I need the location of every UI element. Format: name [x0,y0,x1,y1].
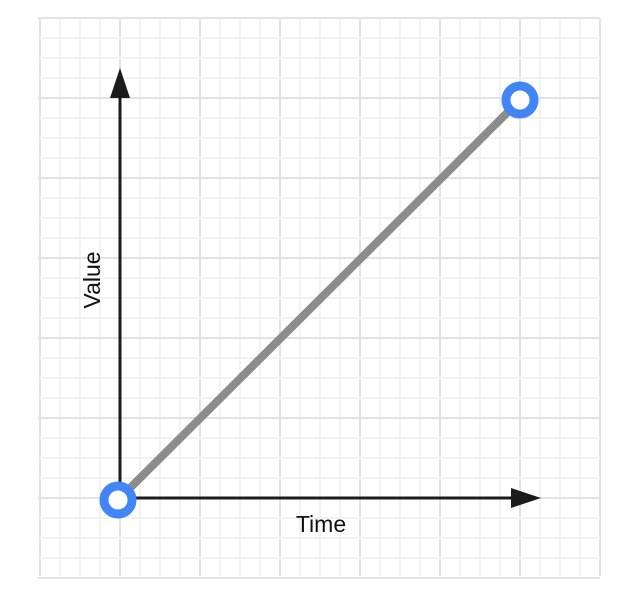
y-axis [110,68,130,500]
x-axis [118,488,541,508]
x-axis-arrow-icon [511,488,541,508]
point-start [99,481,137,519]
point-end [501,81,539,119]
y-axis-arrow-icon [110,68,130,98]
x-axis-label: Time [296,511,346,537]
grid [38,17,601,579]
trend-line [115,97,523,503]
y-axis-label: Value [79,251,105,308]
